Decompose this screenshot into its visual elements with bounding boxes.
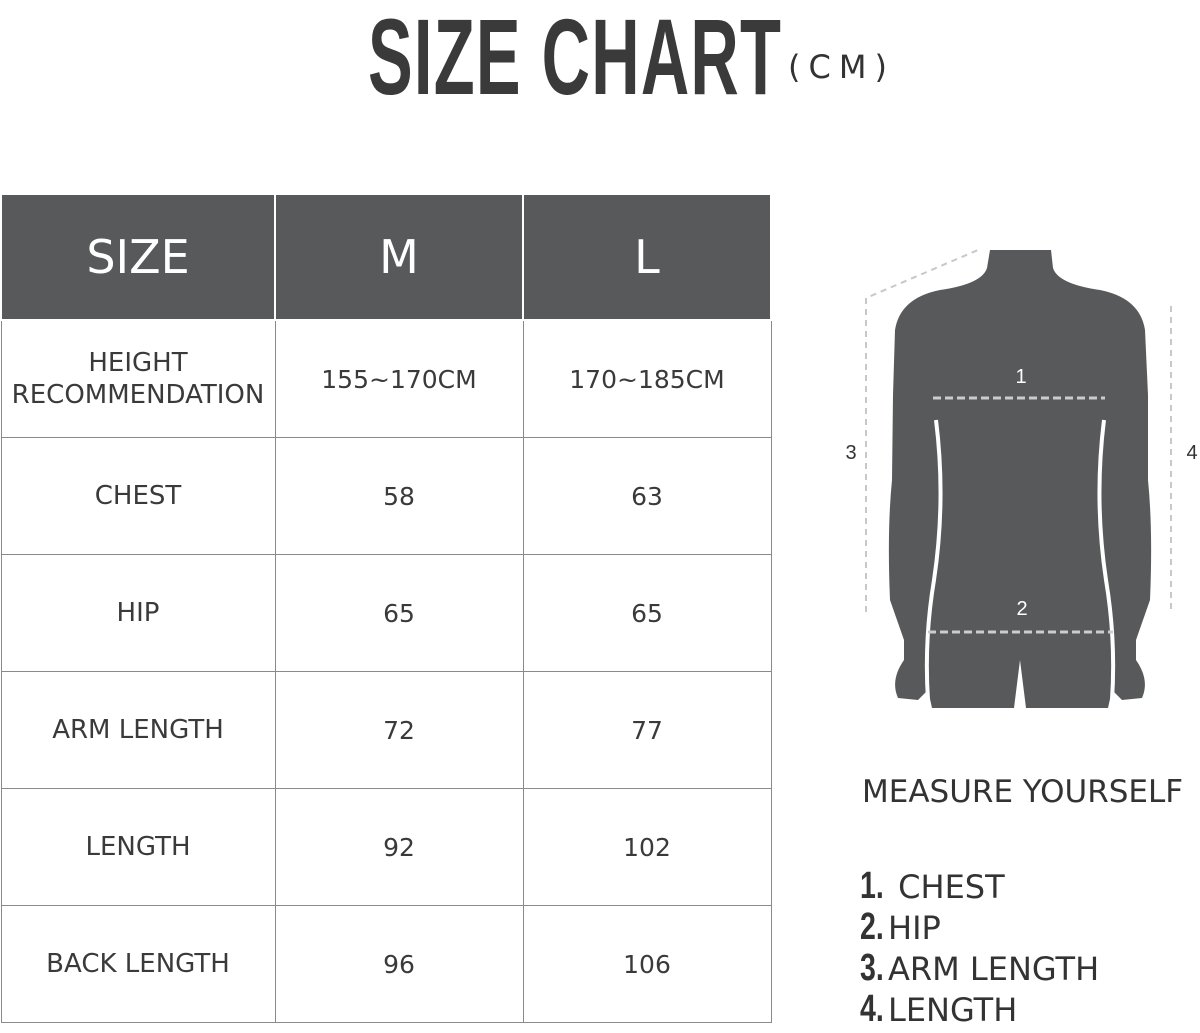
marker-1: 1 [1015, 366, 1026, 388]
cell-l: 65 [522, 554, 772, 672]
marker-2: 2 [1016, 598, 1027, 620]
legend-label: CHEST [898, 868, 1005, 906]
row-label: BACK LENGTH [0, 905, 276, 1023]
row-label: ARM LENGTH [0, 671, 276, 789]
marker-4: 4 [1186, 442, 1197, 464]
cell-m: 155~170CM [274, 319, 524, 438]
legend-item: 4. LENGTH [860, 989, 1099, 1030]
cell-m: 92 [274, 788, 524, 906]
cell-m: 96 [274, 905, 524, 1023]
left-arm-gap [924, 419, 943, 701]
cell-m: 72 [274, 671, 524, 789]
size-table: SIZE M L HEIGHT RECOMMENDATION 155~170CM … [0, 193, 772, 1023]
measure-title: MEASURE YOURSELF [862, 774, 1184, 810]
unit-label: (CM) [788, 48, 895, 86]
row-label-line: HEIGHT [88, 348, 188, 378]
column-header-size: SIZE [0, 193, 276, 321]
cell-l: 77 [522, 671, 772, 789]
page-title: SIZE CHART [368, 0, 783, 117]
right-arm-gap [1097, 419, 1116, 701]
legend-number: 2. [860, 906, 884, 948]
table-header-row: SIZE M L [0, 193, 772, 321]
column-header-m: M [274, 193, 524, 321]
cell-l: 106 [522, 905, 772, 1023]
arm-length-guide [865, 249, 979, 612]
column-header-l: L [522, 193, 772, 321]
row-label: HIP [0, 554, 276, 672]
table-row: HIP 65 65 [0, 554, 772, 672]
measure-legend: 1. CHEST 2. HIP 3. ARM LENGTH 4. LENGTH [860, 866, 1099, 1030]
legend-item: 1. CHEST [860, 866, 1099, 907]
legend-label: LENGTH [888, 991, 1018, 1029]
legend-number: 4. [860, 988, 884, 1030]
cell-m: 65 [274, 554, 524, 672]
row-label: CHEST [0, 437, 276, 555]
table-row: ARM LENGTH 72 77 [0, 671, 772, 789]
table-row: HEIGHT RECOMMENDATION 155~170CM 170~185CM [0, 319, 772, 438]
table-row: BACK LENGTH 96 106 [0, 905, 772, 1023]
legend-number: 3. [860, 947, 884, 989]
legend-number: 1. [860, 865, 884, 907]
marker-3: 3 [845, 442, 856, 464]
row-label: LENGTH [0, 788, 276, 906]
cell-l: 170~185CM [522, 319, 772, 438]
legend-item: 2. HIP [860, 907, 1099, 948]
legend-label: HIP [888, 909, 941, 947]
legend-item: 3. ARM LENGTH [860, 948, 1099, 989]
cell-l: 63 [522, 437, 772, 555]
table-row: CHEST 58 63 [0, 437, 772, 555]
legend-label: ARM LENGTH [888, 950, 1100, 988]
body-silhouette [888, 250, 1152, 708]
row-label-line: RECOMMENDATION [11, 380, 265, 410]
